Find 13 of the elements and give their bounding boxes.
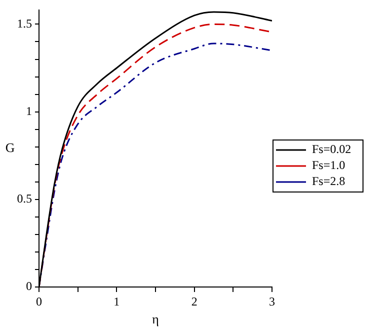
x-axis-title: η [152,312,160,327]
y-axis-title: G [5,140,15,156]
x-tick-label: 0 [36,294,42,308]
y-tick-label: 0.5 [17,192,32,206]
x-tick-label: 1 [114,294,120,308]
legend-label: Fs=1.0 [312,158,346,172]
legend-label: Fs=2.8 [312,174,346,188]
y-tick-label: 1 [26,104,32,118]
y-tick-label: 1.5 [17,16,32,30]
x-tick-label: 2 [191,294,198,308]
x-tick-label: 3 [269,294,275,308]
legend-label: Fs=0.02 [312,142,352,156]
y-tick-label: 0 [26,279,32,294]
